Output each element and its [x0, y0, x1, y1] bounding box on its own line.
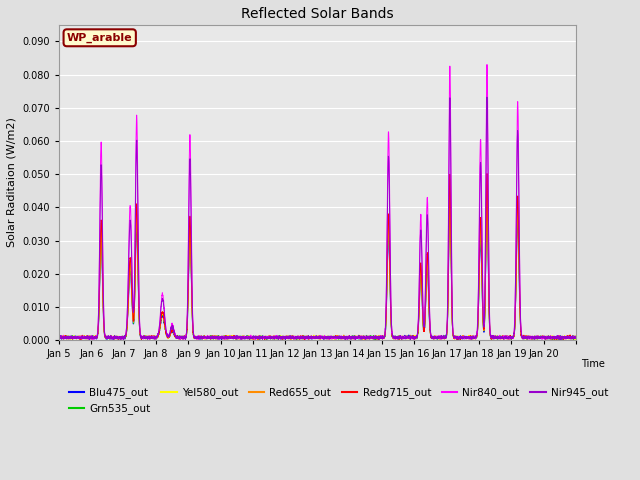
Redg715_out [483, 170, 491, 176]
Red655_out [459, 333, 467, 338]
Nir840_out [364, 335, 372, 341]
Yel580_out [55, 336, 63, 341]
Yel580_out [572, 335, 580, 340]
Yel580_out [364, 333, 372, 339]
Nir840_out [89, 337, 97, 343]
Yel580_out [163, 332, 170, 337]
Nir840_out [55, 334, 63, 340]
Red655_out [163, 332, 170, 338]
Grn535_out [498, 335, 506, 341]
Grn535_out [337, 336, 344, 341]
Line: Blu475_out: Blu475_out [59, 201, 576, 340]
Redg715_out [484, 261, 492, 267]
Nir840_out [483, 62, 491, 68]
Blu475_out [468, 337, 476, 343]
Legend: Blu475_out, Grn535_out, Yel580_out, Red655_out, Redg715_out, Nir840_out, Nir945_: Blu475_out, Grn535_out, Yel580_out, Red6… [65, 383, 612, 419]
Yel580_out [484, 256, 492, 262]
Line: Grn535_out: Grn535_out [59, 188, 576, 339]
Yel580_out [498, 334, 506, 340]
Blu475_out [484, 274, 492, 279]
Yel580_out [571, 337, 579, 343]
Grn535_out [364, 336, 372, 341]
Red655_out [498, 334, 506, 339]
Nir945_out [572, 335, 580, 341]
Nir840_out [337, 335, 344, 340]
Yel580_out [337, 335, 344, 340]
Text: Time: Time [581, 359, 605, 369]
Grn535_out [484, 268, 492, 274]
Blu475_out [163, 331, 170, 337]
Line: Red655_out: Red655_out [59, 179, 576, 340]
Nir840_out [498, 335, 506, 341]
Nir945_out [498, 334, 506, 340]
Redg715_out [459, 334, 467, 340]
Text: WP_arable: WP_arable [67, 33, 132, 43]
Red655_out [337, 335, 344, 340]
Blu475_out [55, 334, 63, 339]
Red655_out [483, 176, 491, 181]
Blu475_out [446, 198, 454, 204]
Redg715_out [337, 334, 344, 340]
Nir840_out [572, 335, 580, 340]
Red655_out [55, 336, 63, 341]
Grn535_out [483, 185, 491, 191]
Redg715_out [163, 330, 170, 336]
Grn535_out [372, 336, 380, 342]
Yel580_out [446, 179, 454, 185]
Line: Yel580_out: Yel580_out [59, 182, 576, 340]
Nir945_out [55, 334, 63, 339]
Red655_out [572, 335, 580, 340]
Blu475_out [572, 334, 580, 339]
Line: Nir840_out: Nir840_out [59, 65, 576, 340]
Nir945_out [483, 94, 491, 100]
Blu475_out [337, 336, 344, 342]
Grn535_out [572, 336, 580, 341]
Grn535_out [163, 332, 170, 337]
Grn535_out [459, 335, 467, 340]
Nir945_out [364, 334, 372, 340]
Red655_out [364, 335, 372, 340]
Nir945_out [484, 228, 492, 234]
Blu475_out [459, 335, 467, 340]
Title: Reflected Solar Bands: Reflected Solar Bands [241, 7, 394, 21]
Nir840_out [459, 334, 467, 339]
Red655_out [484, 265, 492, 271]
Redg715_out [364, 334, 372, 340]
Nir945_out [163, 329, 170, 335]
Nir945_out [341, 337, 349, 343]
Y-axis label: Solar Raditaion (W/m2): Solar Raditaion (W/m2) [7, 118, 17, 248]
Blu475_out [498, 335, 506, 341]
Nir945_out [337, 334, 344, 340]
Redg715_out [55, 335, 63, 340]
Red655_out [361, 337, 369, 343]
Nir945_out [459, 335, 467, 340]
Nir840_out [163, 328, 170, 334]
Yel580_out [459, 334, 467, 340]
Line: Redg715_out: Redg715_out [59, 173, 576, 340]
Grn535_out [55, 334, 63, 339]
Blu475_out [364, 335, 372, 340]
Redg715_out [261, 337, 269, 343]
Line: Nir945_out: Nir945_out [59, 97, 576, 340]
Nir840_out [484, 214, 492, 220]
Redg715_out [498, 335, 506, 340]
Redg715_out [572, 335, 580, 340]
